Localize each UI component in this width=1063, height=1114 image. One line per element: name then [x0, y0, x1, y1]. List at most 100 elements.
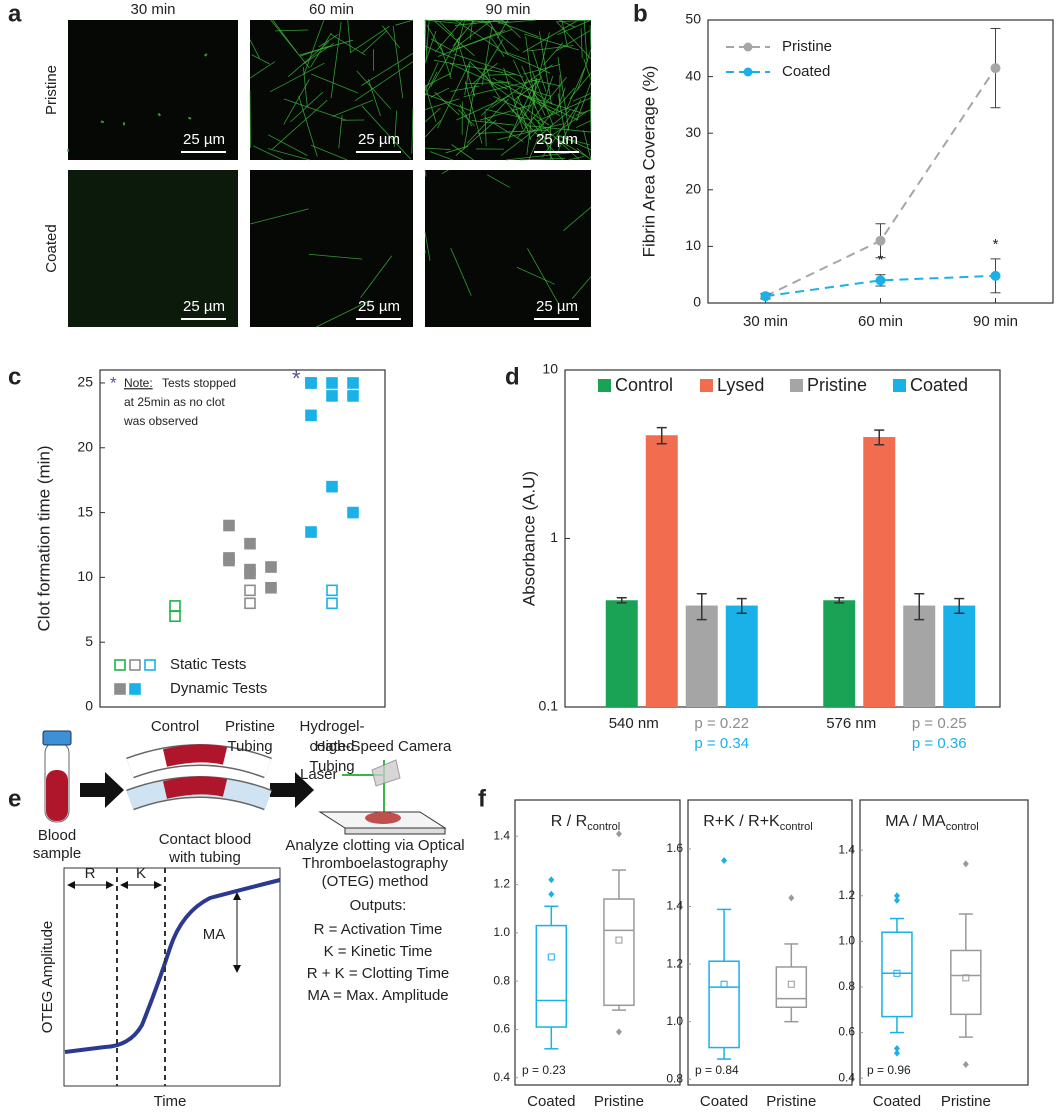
- flier: [893, 896, 900, 904]
- y-tick-label: 30: [685, 124, 701, 140]
- fiber: [361, 105, 411, 160]
- legend-marker: [743, 67, 753, 77]
- fiber: [513, 59, 545, 126]
- fiber: [485, 65, 493, 87]
- mean: [893, 969, 901, 977]
- x-tick-label: Control: [151, 718, 199, 735]
- fiber: [561, 19, 568, 47]
- note-label: Note:: [124, 376, 153, 390]
- title-main: R+K / R+K: [703, 813, 780, 830]
- fiber: [572, 93, 592, 102]
- fiber: [424, 147, 451, 150]
- fiber: [433, 59, 504, 73]
- y-tick-label: 1.0: [666, 1014, 683, 1028]
- y-tick-label: 1: [550, 529, 558, 545]
- column-label: 60 min: [309, 1, 354, 18]
- y-tick-label: 5: [85, 633, 93, 649]
- fiber: [521, 66, 546, 116]
- flier: [548, 890, 555, 898]
- point: [875, 235, 886, 246]
- label: with tubing: [168, 849, 241, 866]
- x-tick-label: Tubing: [227, 738, 272, 755]
- x-tick-label: 576 nm: [826, 715, 876, 732]
- significance: *: [878, 252, 884, 269]
- fiber: [571, 276, 592, 299]
- y-tick-label: 1.0: [838, 934, 855, 948]
- legend-label: Dynamic Tests: [170, 680, 267, 697]
- fiber: [430, 151, 454, 161]
- title-main: MA / MA: [885, 813, 946, 830]
- label: Analyze clotting via Optical: [285, 837, 464, 854]
- point: [326, 377, 338, 389]
- fiber: [434, 91, 460, 116]
- fiber: [424, 62, 439, 92]
- legend-marker: [144, 659, 156, 671]
- fiber: [395, 19, 414, 26]
- fiber: [451, 144, 474, 161]
- fiber: [527, 248, 560, 305]
- y-tick-label: 1.6: [666, 841, 683, 855]
- axis-label: OTEG Amplitude: [39, 921, 56, 1034]
- y-tick-label: 15: [77, 503, 93, 519]
- title-sub: control: [780, 821, 813, 833]
- fiber: [507, 78, 538, 142]
- fiber: [454, 53, 524, 78]
- column-label: 90 min: [485, 1, 530, 18]
- y-tick-label: 0.8: [838, 979, 855, 993]
- legend-label: Pristine: [782, 38, 832, 55]
- flier: [893, 1049, 900, 1057]
- fiber: [360, 255, 393, 298]
- fiber: [538, 31, 552, 105]
- point: [169, 610, 181, 623]
- fiber: [528, 137, 539, 161]
- y-tick-label: 1.2: [493, 877, 510, 891]
- fiber: [100, 120, 104, 124]
- arrow: [80, 772, 124, 808]
- fiber: [426, 24, 444, 54]
- panel-label: c: [8, 363, 21, 390]
- fiber: [290, 91, 324, 123]
- panel-label: d: [505, 363, 520, 390]
- fiber: [481, 26, 493, 86]
- point: [244, 597, 256, 610]
- box: [708, 960, 740, 1049]
- label: Laser: [300, 766, 338, 783]
- fiber: [267, 134, 308, 156]
- stage: [344, 827, 446, 835]
- legend-marker: [700, 379, 713, 392]
- blood: [46, 770, 68, 821]
- point: [326, 597, 338, 610]
- fiber: [204, 53, 208, 57]
- chart-title: MA / MAcontrol: [885, 813, 978, 833]
- legend-label: Control: [615, 375, 673, 395]
- fiber: [445, 145, 469, 154]
- micrograph: [425, 170, 591, 327]
- line: [765, 274, 996, 298]
- point: [990, 270, 1001, 281]
- fiber: [424, 85, 437, 122]
- fiber: [484, 108, 531, 120]
- point: [326, 480, 338, 493]
- fiber: [557, 134, 592, 151]
- fiber: [516, 76, 567, 139]
- fiber: [267, 148, 310, 161]
- fiber: [556, 30, 591, 52]
- legend-marker: [129, 683, 141, 695]
- label: Outputs:: [350, 897, 407, 914]
- legend-marker: [129, 659, 141, 671]
- fiber: [430, 36, 460, 88]
- fiber: [424, 169, 427, 177]
- fiber: [464, 64, 471, 95]
- fiber: [524, 33, 579, 51]
- fiber: [310, 144, 348, 161]
- cap: [42, 730, 72, 746]
- fiber: [531, 79, 562, 87]
- point: [305, 409, 317, 422]
- flier: [893, 892, 900, 900]
- fiber: [393, 110, 398, 148]
- micrograph: [68, 170, 238, 327]
- flier: [548, 876, 555, 884]
- fiber: [490, 37, 505, 57]
- label: R: [85, 865, 96, 882]
- x-tick-label: Pristine: [941, 1093, 991, 1110]
